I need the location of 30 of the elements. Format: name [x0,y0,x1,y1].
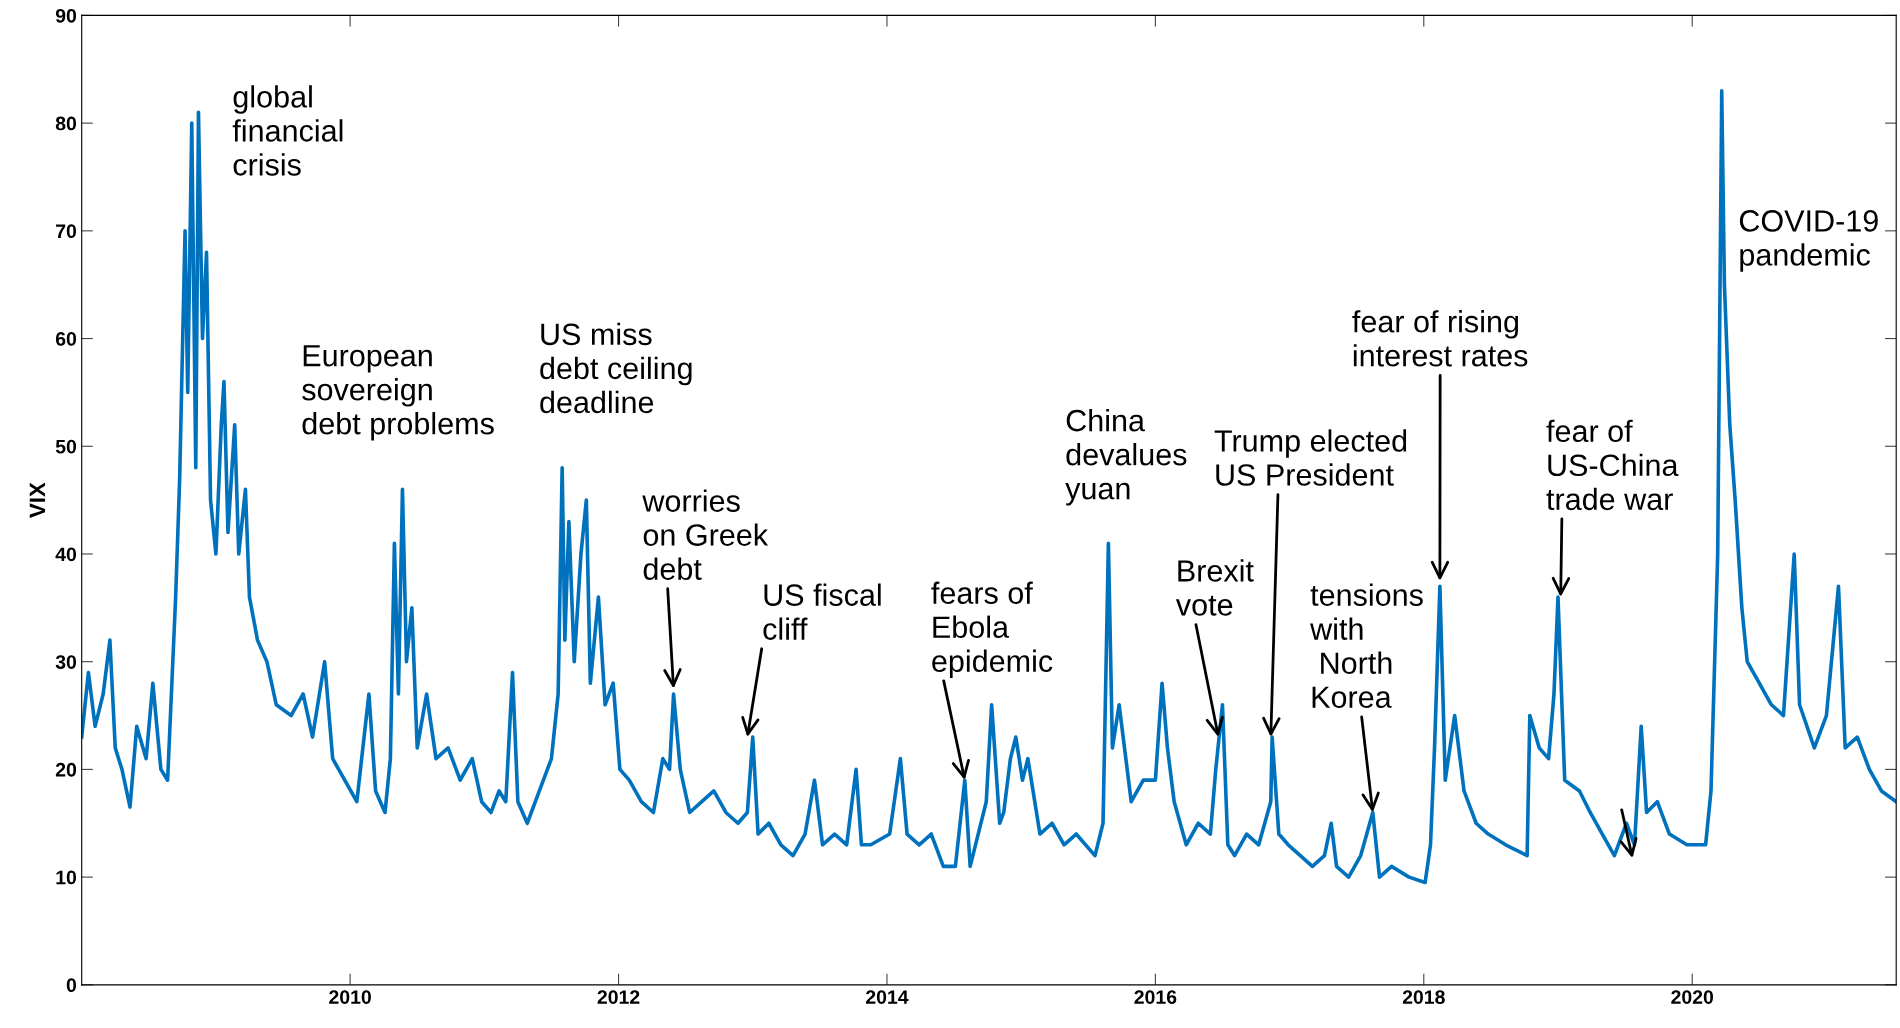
x-tick-label: 2012 [597,990,640,1004]
y-tick-label: 40 [55,547,77,562]
annotation: China devalues yuan [1065,409,1187,506]
y-tick-label: 80 [55,116,77,131]
annotation: worries on Greek debt [642,489,769,580]
annotation: US fiscal cliff [763,583,881,640]
y-tick-label: 30 [55,655,77,669]
x-tick-label: 2010 [329,990,371,1004]
x-tick-label: 2018 [1402,990,1445,1004]
annotation: global financial crisis [232,85,343,176]
y-tick-label: 10 [56,870,77,885]
annotation: Brexit vote [1175,559,1254,616]
x-tick-label: 2016 [1134,990,1177,1004]
annotation: fears of Ebola epidemic [931,581,1053,679]
annotation: tensions with North Korea [1310,583,1423,708]
x-tick-label: 2014 [866,990,909,1004]
y-tick-label: 50 [55,439,77,454]
annotation: fear of rising interest rates [1352,310,1528,367]
annotation: COVID-19 pandemic [1739,210,1878,272]
annotation: Trump elected US President [1214,429,1407,486]
y-tick-label: 70 [56,224,77,239]
y-tick-label: 20 [55,762,77,777]
annotation: fear of US-China trade war [1546,419,1679,511]
x-tick-label: 2020 [1671,990,1714,1004]
annotation: US miss debt ceiling deadline [540,322,692,414]
y-tick-label: 90 [55,8,77,23]
annotation: European sovereign debt problems [302,345,494,441]
y-tick-label: 60 [55,332,77,346]
y-tick-label: 0 [66,978,77,993]
y-axis-title: VIX [29,482,46,518]
